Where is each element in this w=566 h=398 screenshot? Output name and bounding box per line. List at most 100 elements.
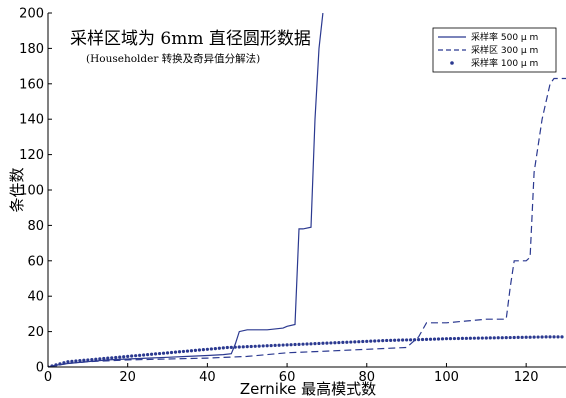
series-3-point xyxy=(345,340,349,344)
series-3-point xyxy=(405,338,409,342)
series-3-point xyxy=(416,338,421,342)
series-3-point xyxy=(185,349,190,353)
series-3-point xyxy=(265,344,269,348)
series-3-point xyxy=(146,353,150,357)
series-3-point xyxy=(134,354,138,358)
series-3-point xyxy=(412,338,417,342)
series-3-point xyxy=(189,349,194,353)
series-3-point xyxy=(150,352,154,356)
series-3-point xyxy=(118,355,122,359)
series-3-point xyxy=(153,352,158,356)
series-3-point xyxy=(253,344,257,348)
series-1-line xyxy=(48,13,324,367)
series-3-point xyxy=(237,345,241,349)
series-3-point xyxy=(496,336,500,340)
series-3-point xyxy=(269,343,273,348)
series-3-point xyxy=(233,345,237,349)
series-3-point xyxy=(444,337,449,341)
series-3-point xyxy=(512,335,516,340)
series-3-point xyxy=(552,335,556,339)
series-3-point xyxy=(520,335,524,339)
series-3-point xyxy=(420,337,425,342)
series-3-point xyxy=(504,336,508,340)
series-3-point xyxy=(201,348,205,352)
y-tick-label: 100 xyxy=(19,184,44,199)
series-3-point xyxy=(157,351,162,356)
series-3-point xyxy=(261,344,265,348)
series-3-point xyxy=(205,347,209,351)
series-3-point xyxy=(241,345,245,349)
series-3-point xyxy=(54,363,58,367)
series-3-point xyxy=(321,341,325,345)
series-3-point xyxy=(221,346,225,350)
legend-label: 采样率 500 μ m xyxy=(471,31,538,43)
series-3-point xyxy=(122,355,126,359)
series-3-point xyxy=(50,364,54,367)
series-3-point xyxy=(177,350,182,354)
series-3-point xyxy=(142,353,146,357)
series-3-point xyxy=(289,343,293,347)
series-3-point xyxy=(401,338,405,342)
series-3-point xyxy=(424,337,429,341)
series-3-point xyxy=(472,336,476,340)
series-3-point xyxy=(393,338,397,342)
series-3-point xyxy=(225,345,229,350)
series-3-point xyxy=(337,340,341,345)
series-3-point xyxy=(313,342,317,346)
series-3-point xyxy=(245,345,249,349)
series-3-point xyxy=(70,359,74,363)
series-3-point xyxy=(325,341,329,345)
series-3-point xyxy=(440,337,445,341)
series-3-point xyxy=(377,339,381,343)
series-3-point xyxy=(197,348,202,352)
series-3-point xyxy=(464,336,468,340)
series-3-point xyxy=(560,335,564,339)
legend-label: 采样区 300 μ m xyxy=(471,44,538,56)
series-3-point xyxy=(488,336,492,340)
series-3-point xyxy=(353,340,357,344)
series-3-point xyxy=(476,336,480,340)
series-3-point xyxy=(349,340,353,344)
series-3-point xyxy=(257,344,261,348)
series-3-point xyxy=(102,356,106,361)
series-3-point xyxy=(281,343,285,347)
series-3-point xyxy=(161,351,166,355)
series-3-point xyxy=(285,343,289,347)
series-3-point xyxy=(341,340,345,344)
series-3-point xyxy=(532,335,536,339)
series-3-point xyxy=(66,360,70,364)
series-3-point xyxy=(277,343,281,347)
series-3-point xyxy=(492,336,496,340)
series-3-point xyxy=(409,338,413,342)
series-3-point xyxy=(130,354,134,358)
series-2-line xyxy=(48,77,566,367)
x-tick-label: 40 xyxy=(199,370,216,385)
series-3-point xyxy=(181,349,186,354)
series-3-point xyxy=(389,338,393,342)
series-3-point xyxy=(58,362,62,366)
series-3-point xyxy=(468,336,472,340)
series-3-point xyxy=(305,342,309,346)
x-tick-label: 80 xyxy=(358,370,375,385)
series-3-point xyxy=(536,335,540,339)
series-3-point xyxy=(540,335,544,339)
x-axis-label: Zernike 最高模式数 xyxy=(240,380,376,398)
series-3-point xyxy=(98,357,102,361)
series-3-point xyxy=(229,345,233,349)
series-3-point xyxy=(106,356,110,360)
series-3-point xyxy=(297,342,301,346)
series-3-points xyxy=(48,335,564,367)
series-3-point xyxy=(460,336,464,340)
series-3-point xyxy=(556,335,560,339)
y-axis-label: 条件数 xyxy=(8,167,26,212)
series-3-point xyxy=(381,339,385,343)
legend-box xyxy=(432,27,557,73)
series-3-point xyxy=(357,340,361,344)
y-tick-label: 20 xyxy=(27,325,44,340)
series-3-point xyxy=(448,337,453,341)
y-tick-label: 180 xyxy=(19,42,44,57)
series-3-point xyxy=(249,344,253,349)
